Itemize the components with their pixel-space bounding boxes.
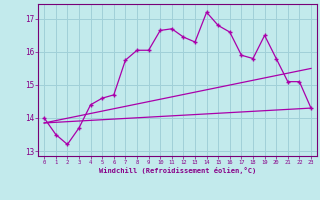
X-axis label: Windchill (Refroidissement éolien,°C): Windchill (Refroidissement éolien,°C)	[99, 167, 256, 174]
